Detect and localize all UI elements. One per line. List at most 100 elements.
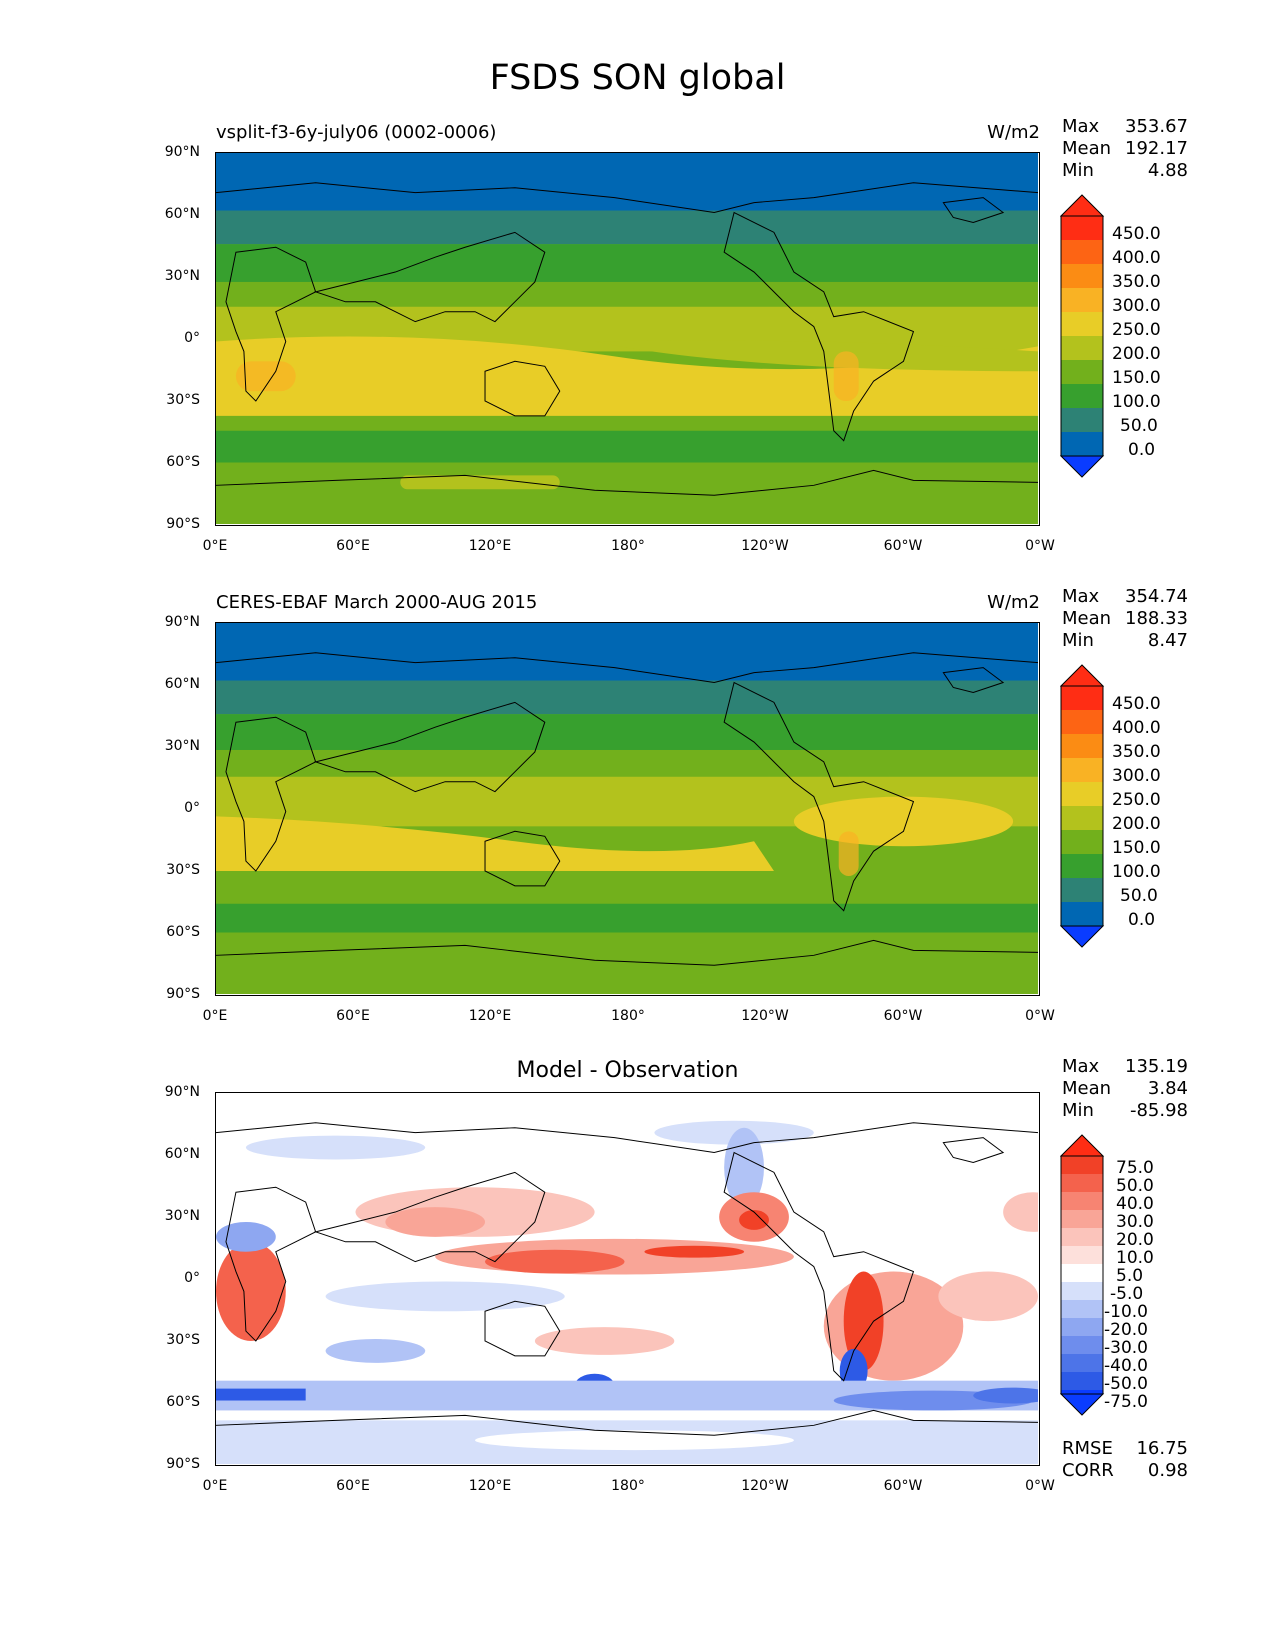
colorbar-label: 100.0 bbox=[1112, 392, 1161, 412]
x-tick: 0°W bbox=[1025, 538, 1055, 554]
y-tick: 30°S bbox=[166, 1332, 200, 1348]
y-tick: 0° bbox=[184, 1270, 200, 1286]
y-tick: 90°N bbox=[164, 1084, 200, 1100]
panel2-colorbar bbox=[1060, 664, 1105, 948]
band-midlat-north bbox=[216, 244, 1038, 284]
colorbar-label: -30.0 bbox=[1104, 1338, 1148, 1358]
panel1-mean: Mean 192.17 bbox=[1062, 138, 1188, 159]
y-tick: 60°S bbox=[166, 454, 200, 470]
panel3-min: Min -85.98 bbox=[1062, 1100, 1188, 1121]
x-tick: 60°W bbox=[883, 1478, 923, 1494]
panel1-map bbox=[215, 152, 1040, 526]
y-tick: 90°S bbox=[166, 516, 200, 532]
panel1-max: Max 353.67 bbox=[1062, 116, 1188, 137]
panel3-mean: Mean 3.84 bbox=[1062, 1078, 1188, 1099]
y-tick: 30°N bbox=[164, 1208, 200, 1224]
panel3-map bbox=[215, 1092, 1040, 1466]
x-tick: 60°E bbox=[336, 538, 370, 554]
x-tick: 120°W bbox=[741, 1008, 789, 1024]
panel1-coastlines bbox=[216, 182, 1038, 496]
x-tick: 120°E bbox=[468, 1478, 512, 1494]
x-tick: 0°W bbox=[1025, 1478, 1055, 1494]
figure-title: FSDS SON global bbox=[489, 58, 786, 98]
y-tick: 90°N bbox=[164, 144, 200, 160]
colorbar-label: 30.0 bbox=[1116, 1212, 1154, 1232]
colorbar-label: 300.0 bbox=[1112, 296, 1161, 316]
colorbar-label: -10.0 bbox=[1104, 1302, 1148, 1322]
y-tick: 0° bbox=[184, 800, 200, 816]
colorbar-label: -5.0 bbox=[1110, 1284, 1144, 1304]
panel3-title: Model - Observation bbox=[516, 1058, 739, 1083]
panel3-colorbar bbox=[1060, 1134, 1105, 1416]
colorbar-label: 250.0 bbox=[1112, 320, 1161, 340]
panel2-units: W/m2 bbox=[987, 592, 1040, 613]
colorbar-label: 10.0 bbox=[1116, 1248, 1154, 1268]
y-tick: 30°N bbox=[164, 738, 200, 754]
colorbar-label: 400.0 bbox=[1112, 248, 1161, 268]
band-polar-north bbox=[216, 153, 1038, 215]
x-tick: 120°W bbox=[741, 1478, 789, 1494]
panel3-coastlines bbox=[216, 1122, 1038, 1436]
x-tick: 180° bbox=[611, 1008, 645, 1024]
colorbar-label: 200.0 bbox=[1112, 344, 1161, 364]
colorbar-label: 50.0 bbox=[1120, 416, 1158, 436]
panel2-min: Min 8.47 bbox=[1062, 630, 1188, 651]
x-tick: 0°E bbox=[202, 1478, 228, 1494]
y-tick: 60°N bbox=[164, 206, 200, 222]
x-tick: 120°E bbox=[468, 538, 512, 554]
panel3-rmse: RMSE 16.75 bbox=[1062, 1438, 1188, 1459]
panel3-corr: CORR 0.98 bbox=[1062, 1460, 1188, 1481]
colorbar-label: 50.0 bbox=[1116, 1176, 1154, 1196]
y-tick: 60°S bbox=[166, 924, 200, 940]
panel1-subtitle: vsplit-f3-6y-july06 (0002-0006) bbox=[216, 122, 497, 143]
colorbar-label: 250.0 bbox=[1112, 790, 1161, 810]
colorbar-label: 350.0 bbox=[1112, 742, 1161, 762]
x-tick: 180° bbox=[611, 538, 645, 554]
colorbar-label: 350.0 bbox=[1112, 272, 1161, 292]
colorbar-label: 20.0 bbox=[1116, 1230, 1154, 1250]
panel2-mean: Mean 188.33 bbox=[1062, 608, 1188, 629]
x-tick: 60°W bbox=[883, 1008, 923, 1024]
x-tick: 60°W bbox=[883, 538, 923, 554]
x-tick: 60°E bbox=[336, 1478, 370, 1494]
colorbar-label: 75.0 bbox=[1116, 1158, 1154, 1178]
colorbar-label: 150.0 bbox=[1112, 368, 1161, 388]
y-tick: 60°N bbox=[164, 676, 200, 692]
band-subpolar-north bbox=[216, 210, 1038, 245]
y-tick: 30°N bbox=[164, 268, 200, 284]
panel2-coastlines bbox=[216, 652, 1038, 966]
colorbar-label: 0.0 bbox=[1128, 440, 1156, 460]
colorbar-label: 200.0 bbox=[1112, 814, 1161, 834]
band-subtropics-south bbox=[216, 336, 1038, 421]
colorbar-label: -50.0 bbox=[1104, 1374, 1148, 1394]
colorbar-label: 100.0 bbox=[1112, 862, 1161, 882]
panel2-map bbox=[215, 622, 1040, 996]
x-tick: 0°W bbox=[1025, 1008, 1055, 1024]
y-tick: 60°N bbox=[164, 1146, 200, 1162]
colorbar-label: 5.0 bbox=[1116, 1266, 1144, 1286]
x-tick: 0°E bbox=[202, 538, 228, 554]
colorbar-label: 0.0 bbox=[1128, 910, 1156, 930]
panel1-min: Min 4.88 bbox=[1062, 160, 1188, 181]
y-tick: 0° bbox=[184, 330, 200, 346]
x-tick: 120°W bbox=[741, 538, 789, 554]
y-tick: 30°S bbox=[166, 862, 200, 878]
y-tick: 60°S bbox=[166, 1394, 200, 1410]
colorbar-label: 450.0 bbox=[1112, 224, 1161, 244]
y-tick: 90°S bbox=[166, 1456, 200, 1472]
colorbar-label: 400.0 bbox=[1112, 718, 1161, 738]
colorbar-label: 40.0 bbox=[1116, 1194, 1154, 1214]
y-tick: 90°N bbox=[164, 614, 200, 630]
colorbar-label: 50.0 bbox=[1120, 886, 1158, 906]
x-tick: 120°E bbox=[468, 1008, 512, 1024]
panel1-colorbar bbox=[1060, 194, 1105, 478]
colorbar-label: -20.0 bbox=[1104, 1320, 1148, 1340]
x-tick: 60°E bbox=[336, 1008, 370, 1024]
panel1-units: W/m2 bbox=[987, 122, 1040, 143]
colorbar-label: -40.0 bbox=[1104, 1356, 1148, 1376]
y-tick: 90°S bbox=[166, 986, 200, 1002]
colorbar-label: 150.0 bbox=[1112, 838, 1161, 858]
x-tick: 180° bbox=[611, 1478, 645, 1494]
band-southern-ocean bbox=[216, 430, 1038, 466]
colorbar-label: 450.0 bbox=[1112, 694, 1161, 714]
